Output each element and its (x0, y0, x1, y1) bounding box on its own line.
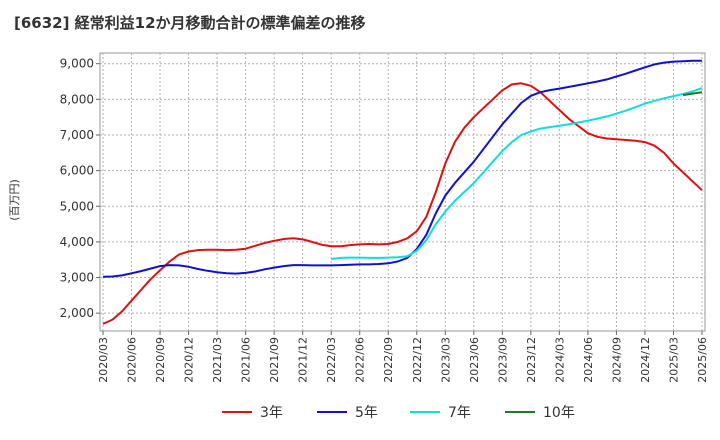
y-tick-label: 3,000 (60, 271, 94, 285)
legend-label: 3年 (260, 405, 283, 421)
x-tick-label: 2020/12 (183, 337, 196, 383)
y-tick-label: 7,000 (60, 128, 94, 142)
series-line-3年 (102, 82, 703, 325)
y-axis-ticks: 2,000 3,000 4,000 5,000 6,000 7,000 8,000 9,000 (60, 57, 100, 320)
x-tick-label: 2020/09 (154, 337, 167, 383)
x-tick-label: 2021/09 (268, 337, 281, 383)
grid (100, 53, 705, 331)
x-tick-label: 2023/03 (439, 337, 452, 383)
x-tick-label: 2022/03 (325, 337, 338, 383)
x-tick-label: 2025/06 (696, 337, 709, 383)
x-tick-label: 2022/09 (382, 337, 395, 383)
x-tick-label: 2023/12 (525, 337, 538, 383)
x-tick-label: 2020/06 (126, 337, 139, 383)
x-tick-label: 2022/12 (411, 337, 424, 383)
legend: 3年 5年 7年 10年 (222, 405, 575, 421)
y-tick-label: 5,000 (60, 199, 94, 213)
series-line-5年 (102, 59, 702, 278)
legend-label: 10年 (543, 405, 575, 421)
series-lines (102, 59, 703, 325)
x-tick-label: 2021/12 (297, 337, 310, 383)
y-tick-label: 8,000 (60, 92, 94, 106)
y-tick-label: 9,000 (60, 57, 94, 71)
y-tick-label: 4,000 (60, 235, 94, 249)
series-line-10年 (682, 91, 703, 97)
series-line-7年 (331, 86, 703, 260)
y-axis-label: (百万円) (8, 179, 21, 221)
x-tick-label: 2021/06 (240, 337, 253, 383)
x-tick-label: 2024/09 (610, 337, 623, 383)
x-tick-label: 2024/12 (639, 337, 652, 383)
x-axis-ticks: 2020/03 2020/06 2020/09 2020/12 2021/03 2021/… (97, 331, 709, 383)
x-tick-label: 2020/03 (97, 337, 110, 383)
x-tick-label: 2024/03 (553, 337, 566, 383)
x-tick-label: 2023/09 (496, 337, 509, 383)
y-tick-label: 2,000 (60, 306, 94, 320)
x-tick-label: 2022/06 (354, 337, 367, 383)
plot-area (99, 52, 706, 332)
chart-title: [6632] 経常利益12か月移動合計の標準偏差の推移 (14, 14, 366, 32)
legend-label: 7年 (448, 405, 471, 421)
x-tick-label: 2021/03 (211, 337, 224, 383)
x-tick-label: 2025/03 (667, 337, 680, 383)
legend-label: 5年 (355, 405, 378, 421)
x-tick-label: 2023/06 (468, 337, 481, 383)
y-tick-label: 6,000 (60, 164, 94, 178)
x-tick-label: 2024/06 (582, 337, 595, 383)
